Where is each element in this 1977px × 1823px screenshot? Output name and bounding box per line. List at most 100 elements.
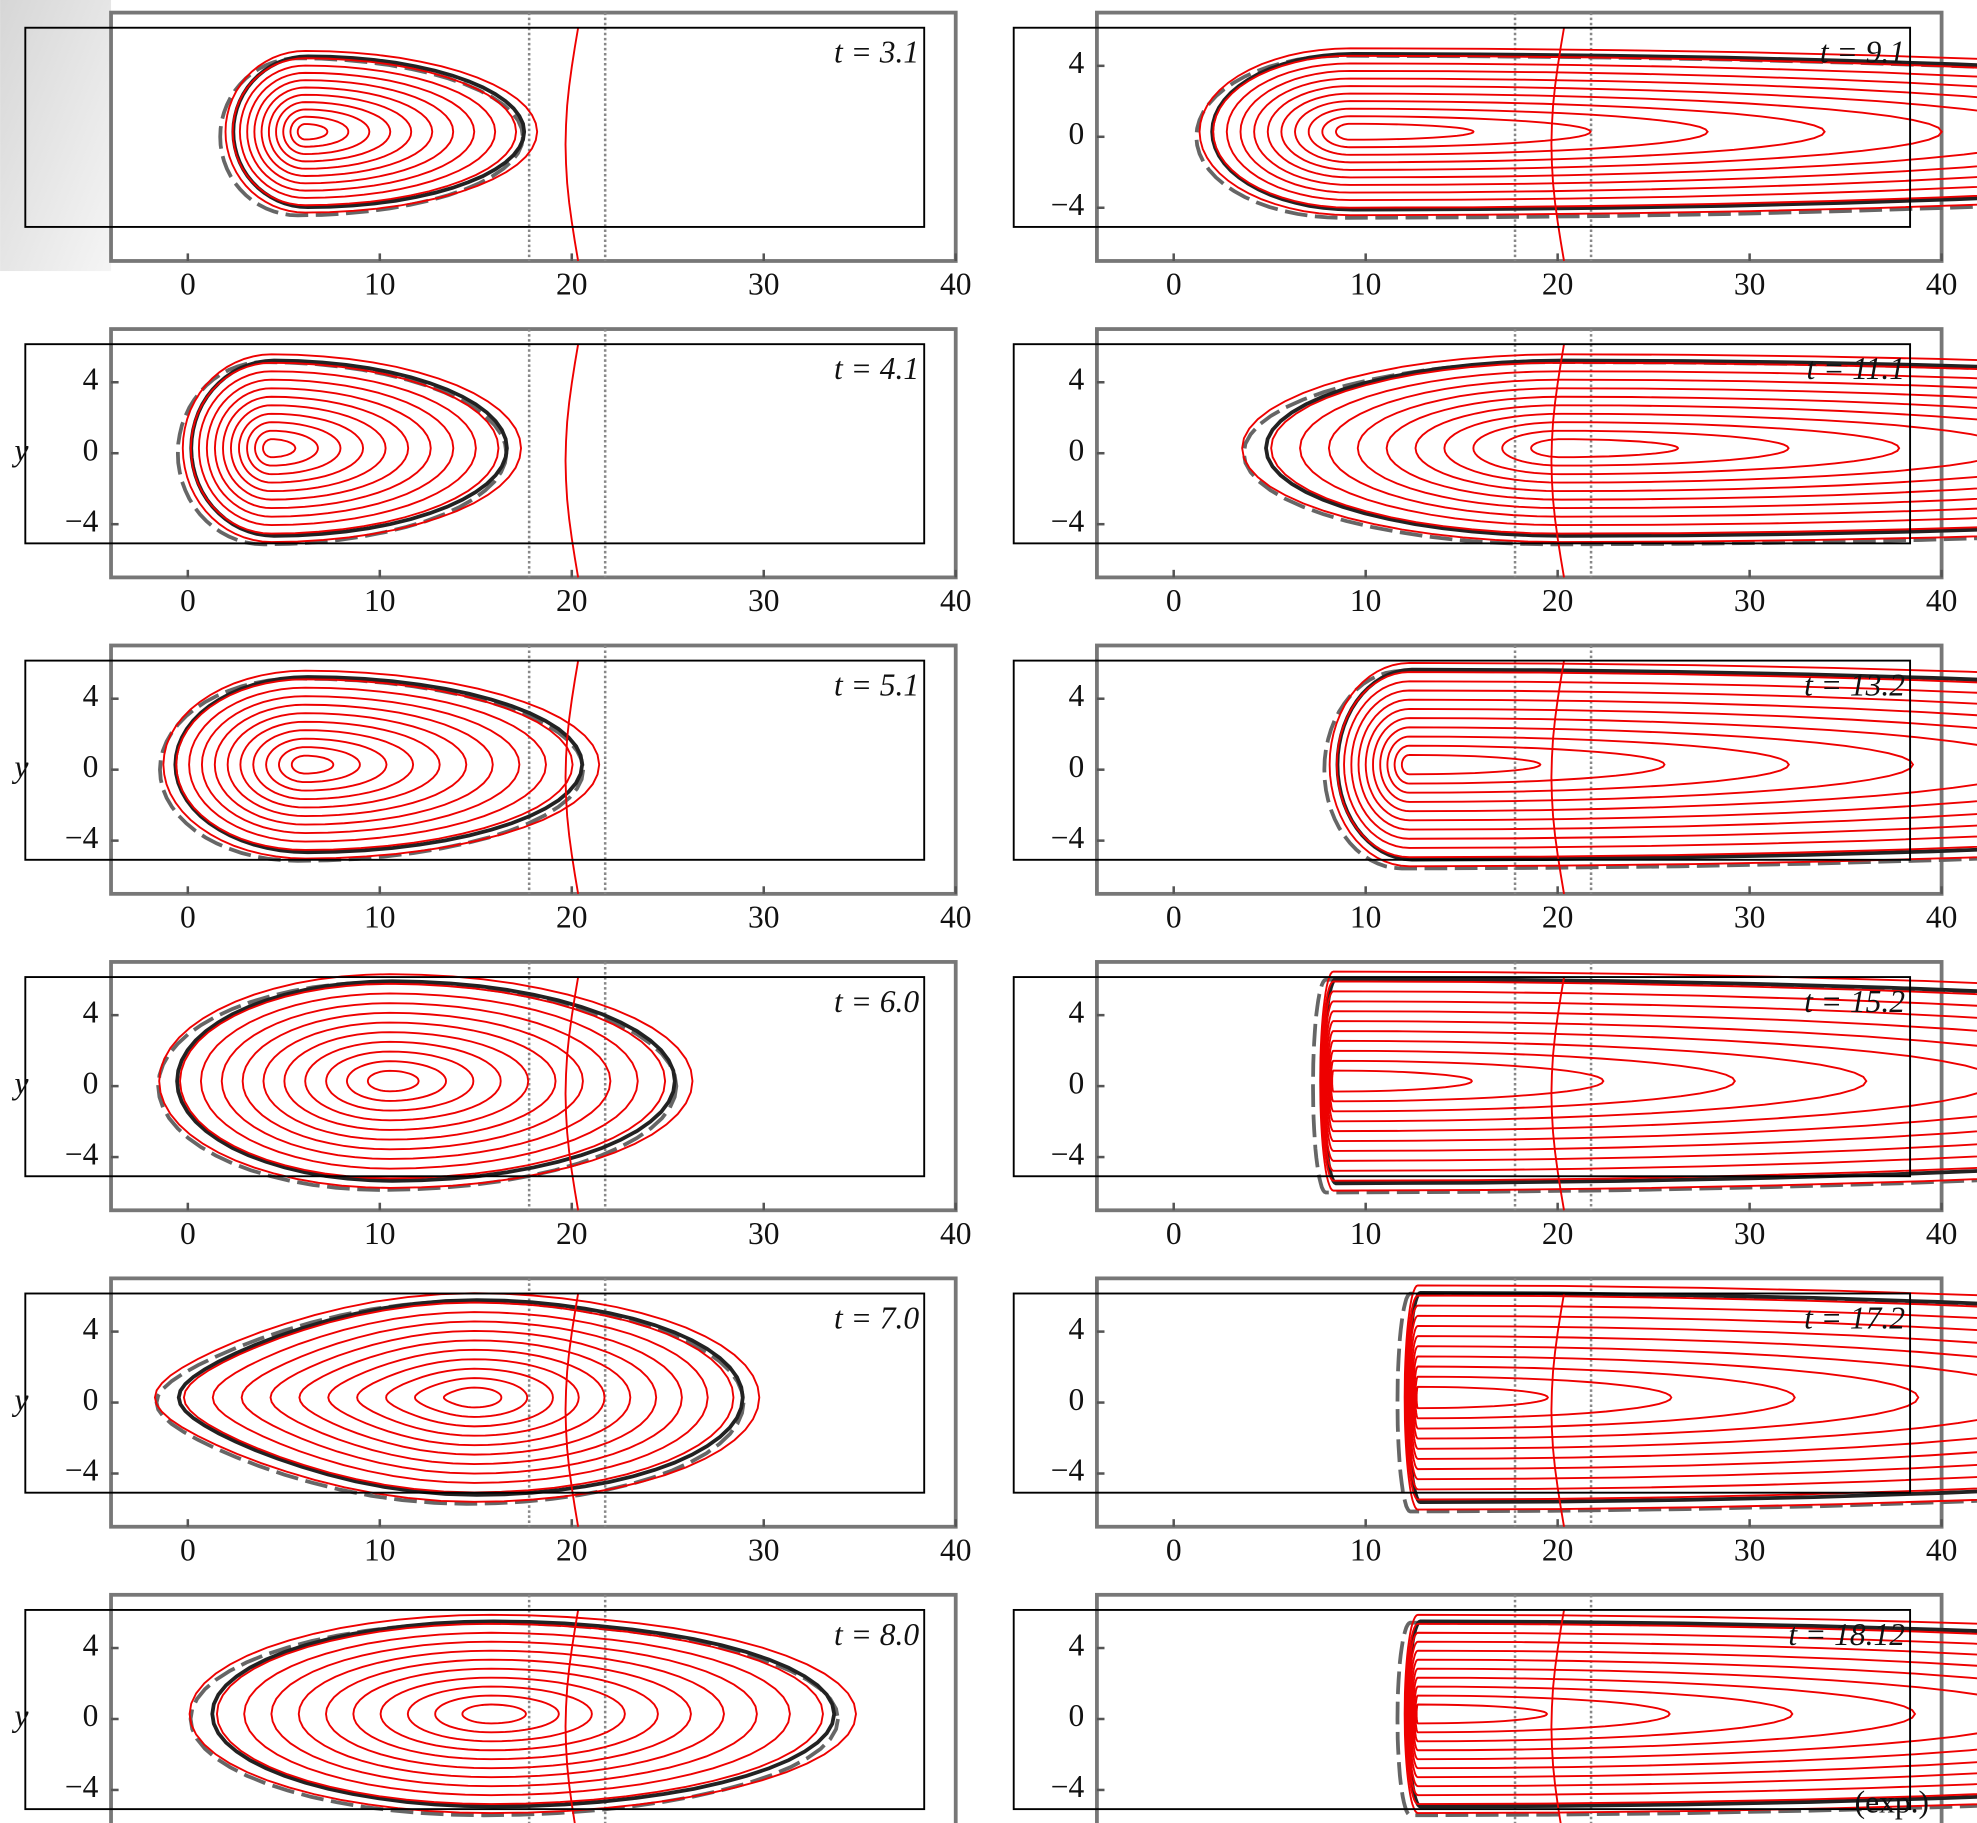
x-tick-label: 30 [1734, 1532, 1766, 1567]
x-tick-label: 40 [1926, 900, 1957, 935]
contour [207, 380, 453, 517]
panel-title: t = 3.1 [834, 35, 919, 70]
y-tick-label: −4 [1051, 503, 1085, 538]
overlay-frame [1014, 1610, 1910, 1809]
contour [163, 671, 599, 859]
contour [1322, 116, 1590, 147]
x-tick-label: 20 [1542, 267, 1573, 302]
x-tick-label: 30 [748, 583, 780, 618]
overlay-frame [1014, 344, 1910, 543]
panel-title: t = 4.1 [834, 351, 919, 386]
contour [1344, 681, 1977, 848]
y-tick-label: −4 [1051, 1453, 1085, 1488]
y-tick-label: 4 [83, 678, 99, 713]
contour [283, 109, 369, 154]
y-axis-label: y [12, 432, 29, 467]
contour [1411, 1336, 1977, 1459]
contour [435, 1696, 559, 1733]
contour [1268, 86, 1977, 177]
y-tick-label: −4 [1051, 820, 1085, 855]
x-tick-label: 30 [748, 1216, 780, 1251]
contour [444, 1388, 501, 1408]
y-tick-label: 0 [1069, 1065, 1085, 1100]
x-tick-label: 20 [556, 900, 588, 935]
contour [242, 1321, 682, 1473]
x-tick-label: 10 [1350, 1532, 1382, 1567]
y-tick-label: 0 [1069, 749, 1085, 784]
y-tick-label: −4 [65, 503, 99, 538]
contour [415, 1378, 527, 1417]
contour [1300, 371, 1977, 525]
x-tick-label: 0 [1166, 900, 1182, 935]
y-tick-label: 4 [1069, 994, 1085, 1029]
x-tick-label: 20 [1542, 1216, 1573, 1251]
x-tick-label: 0 [1166, 1532, 1182, 1567]
x-tick-label: 10 [1350, 583, 1382, 618]
panel: 010203040−404yt = 7.0 [12, 1278, 972, 1567]
y-tick-label: −4 [65, 1769, 99, 1804]
y-axis-label: y [12, 1382, 29, 1417]
outline [1266, 361, 1977, 536]
x-tick-label: 10 [364, 1532, 396, 1567]
contour [191, 363, 499, 534]
interface [566, 977, 579, 1210]
contour [462, 1704, 526, 1723]
y-tick-label: 4 [83, 1311, 99, 1346]
contour [1415, 1696, 1669, 1733]
y-tick-label: −4 [65, 1136, 99, 1171]
panel-title: t = 5.1 [834, 668, 919, 703]
y-tick-label: −4 [65, 1453, 99, 1488]
outline [212, 1621, 834, 1806]
y-tick-label: 0 [83, 1698, 99, 1733]
x-tick-label: 20 [556, 267, 588, 302]
x-tick-label: 0 [180, 900, 196, 935]
contour [271, 1642, 757, 1786]
contour [263, 1023, 555, 1140]
outline-dashed [178, 362, 507, 544]
contour [1412, 1346, 1977, 1449]
y-tick-label: −4 [1051, 1769, 1085, 1804]
x-tick-label: 40 [1926, 583, 1957, 618]
panel: 010203040−404t = 15.2 [1014, 962, 1977, 1251]
page: {"chart_data": [ {"type": "contour", "ti… [0, 0, 1977, 1823]
y-tick-label: 0 [1069, 116, 1085, 151]
contour [347, 1061, 446, 1101]
contour [228, 713, 467, 816]
panel-title: t = 13.2 [1804, 668, 1905, 703]
x-tick-label: 40 [940, 583, 972, 618]
y-tick-label: 0 [83, 749, 99, 784]
contour [1327, 1031, 1977, 1131]
x-tick-label: 30 [748, 1532, 780, 1567]
x-tick-label: 20 [556, 1532, 588, 1567]
outline [177, 981, 675, 1181]
y-tick-label: 0 [1069, 1382, 1085, 1417]
x-tick-label: 10 [364, 583, 396, 618]
contour [266, 739, 386, 791]
y-tick-label: −4 [65, 820, 99, 855]
contour [1326, 1021, 1977, 1141]
contour [1473, 422, 1899, 474]
x-tick-label: 0 [180, 583, 196, 618]
y-tick-label: 4 [1069, 1311, 1085, 1346]
y-tick-label: 4 [83, 1627, 99, 1662]
contour [381, 1678, 625, 1751]
x-tick-label: 20 [1542, 583, 1573, 618]
panel: −404yt = 8.0 [12, 1595, 956, 1823]
contour [1336, 124, 1474, 140]
x-tick-label: 20 [1542, 1532, 1573, 1567]
x-tick-label: 10 [364, 1216, 396, 1251]
contour [254, 80, 453, 183]
contour [1395, 746, 1665, 784]
contour [1281, 94, 1941, 170]
contour [292, 756, 333, 774]
x-tick-label: 0 [1166, 267, 1182, 302]
x-tick-label: 0 [180, 1216, 196, 1251]
x-tick-label: 30 [1734, 267, 1766, 302]
x-tick-label: 30 [748, 900, 780, 935]
contour [284, 1032, 528, 1130]
contour [1417, 1387, 1548, 1408]
contour [215, 705, 493, 825]
panel: 010203040t = 3.1 [25, 13, 971, 302]
panel-title: t = 15.2 [1804, 984, 1905, 1019]
